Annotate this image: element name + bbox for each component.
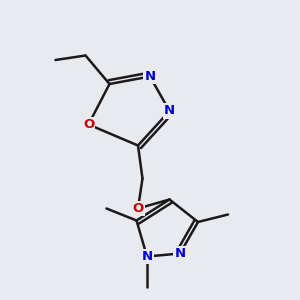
Text: O: O <box>132 202 144 215</box>
Text: N: N <box>144 70 156 83</box>
Text: N: N <box>164 104 175 118</box>
Text: N: N <box>141 250 153 263</box>
Text: N: N <box>174 247 186 260</box>
Text: O: O <box>83 118 94 131</box>
